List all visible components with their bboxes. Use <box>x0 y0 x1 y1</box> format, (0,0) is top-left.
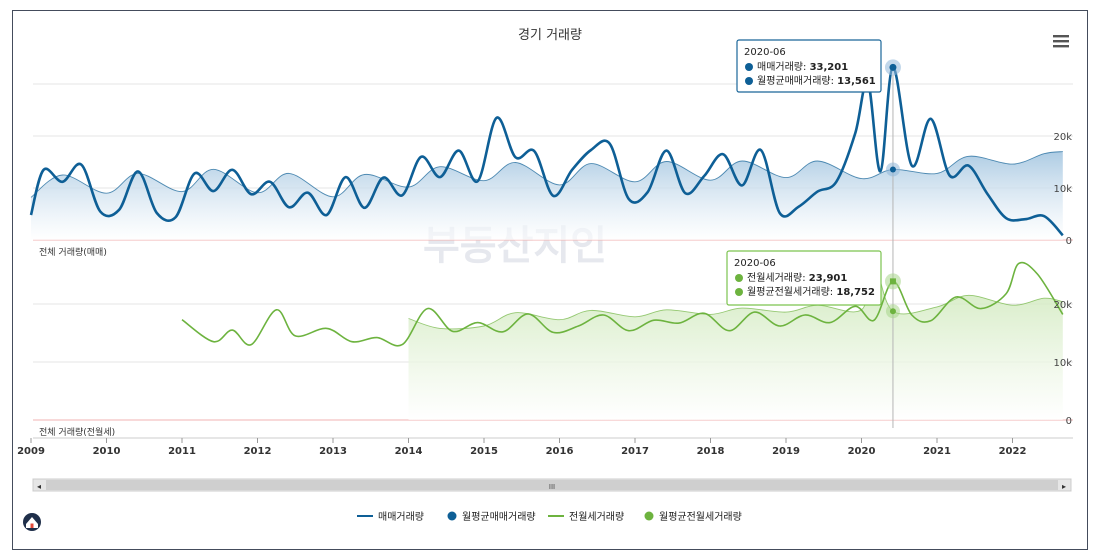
x-tick-label: 2014 <box>395 446 423 457</box>
svg-text:전월세거래량: 23,901: 전월세거래량: 23,901 <box>747 272 847 284</box>
y-tick-label-bottom: 10k <box>1053 358 1072 369</box>
sale-tooltip-value: 33,201 <box>810 62 849 73</box>
x-tick-label: 2020 <box>848 446 876 457</box>
x-tick-label: 2013 <box>319 446 347 457</box>
scrollbar-right-arrow[interactable]: ▸ <box>1062 482 1066 491</box>
sale-tooltip-date: 2020-06 <box>744 47 786 58</box>
sale-panel-label: 전체 거래량(매매) <box>39 246 107 258</box>
rent-tooltip-date: 2020-06 <box>734 258 776 269</box>
sale-avg-tooltip-value: 13,561 <box>837 76 876 87</box>
y-tick-label-top: 10k <box>1053 184 1072 195</box>
rent-tooltip-value: 23,901 <box>809 273 848 284</box>
sale-avg-hover-marker <box>889 166 896 173</box>
rent-avg-tooltip-label: 월평균전월세거래량: <box>747 286 836 298</box>
y-tick-label-bottom: 0 <box>1066 416 1072 427</box>
legend-item-label[interactable]: 월평균매매거래량 <box>462 511 536 523</box>
scrollbar-left-arrow[interactable]: ◂ <box>37 482 41 491</box>
rent-tooltip: 2020-06 전월세거래량: 23,901 월평균전월세거래량: 18,752 <box>726 250 882 306</box>
rent-panel <box>181 261 1064 420</box>
x-tick-label: 2018 <box>697 446 725 457</box>
home-logo-icon[interactable] <box>23 513 41 531</box>
rent-avg-tooltip-value: 18,752 <box>836 287 875 298</box>
rent-hover-marker <box>889 278 896 285</box>
legend-item-label[interactable]: 전월세거래량 <box>569 511 624 523</box>
y-tick-label-top: 0 <box>1066 236 1072 247</box>
legend-dot-icon[interactable] <box>447 511 457 521</box>
legend-dot-icon[interactable] <box>644 511 654 521</box>
legend-item-label[interactable]: 월평균전월세거래량 <box>659 511 742 523</box>
x-axis: 2009 2010 2011 2012 2013 2014 2015 2016 2017 2018… <box>17 438 1026 457</box>
chart-title: 경기 거래량 <box>518 28 582 43</box>
sale-avg-tooltip-label: 월평균매매거래량: <box>757 75 837 87</box>
rent-tooltip-dot <box>735 274 743 282</box>
x-tick-label: 2022 <box>999 446 1027 457</box>
rent-avg-line <box>408 264 1063 330</box>
x-tick-label: 2009 <box>17 446 45 457</box>
x-tick-label: 2015 <box>470 446 498 457</box>
x-tick-label: 2019 <box>772 446 800 457</box>
x-tick-label: 2012 <box>244 446 272 457</box>
x-tick-label: 2016 <box>546 446 574 457</box>
x-tick-label: 2011 <box>168 446 196 457</box>
x-tick-label: 2021 <box>923 446 951 457</box>
scrollbar-thumb[interactable] <box>46 480 1058 490</box>
legend: 매매거래량 월평균매매거래량 전월세거래량 월평균전월세거래량 <box>357 511 742 523</box>
y-tick-label-bottom: 20k <box>1053 300 1072 311</box>
y-tick-label-top: 20k <box>1053 132 1072 143</box>
sale-avg-line <box>30 151 1063 198</box>
rent-avg-tooltip-dot <box>735 288 743 296</box>
sale-tooltip-dot <box>745 63 753 71</box>
rent-avg-hover-marker <box>889 308 896 315</box>
svg-text:월평균전월세거래량: 18,752: 월평균전월세거래량: 18,752 <box>747 286 875 298</box>
hamburger-menu-icon[interactable] <box>1053 35 1069 48</box>
x-tick-label: 2017 <box>621 446 649 457</box>
sale-avg-tooltip-dot <box>745 77 753 85</box>
rent-panel-label: 전체 거래량(전월세) <box>39 426 115 438</box>
rent-tooltip-label: 전월세거래량: <box>747 272 809 284</box>
legend-item-label[interactable]: 매매거래량 <box>378 511 424 523</box>
rent-avg-area <box>408 264 1063 420</box>
chart-svg: 부동산지인 경기 거래량 전체 거래량(매매) 전체 거래량(전월세) 010k… <box>17 28 1073 531</box>
rent-line <box>181 261 1064 347</box>
sale-tooltip-label: 매매거래량: <box>757 61 810 73</box>
sale-tooltip: 2020-06 매매거래량: 33,201 월평균매매거래량: 13,561 <box>736 39 882 93</box>
sale-panel <box>29 66 1064 240</box>
range-scrollbar[interactable]: ◂ ▸ III <box>32 478 1072 492</box>
svg-text:월평균매매거래량: 13,561: 월평균매매거래량: 13,561 <box>757 75 876 87</box>
scrollbar-grip[interactable]: III <box>549 483 555 491</box>
sale-hover-marker <box>889 63 897 71</box>
chart-frame: 부동산지인 경기 거래량 전체 거래량(매매) 전체 거래량(전월세) 0 10k… <box>12 10 1088 550</box>
svg-text:매매거래량: 33,201: 매매거래량: 33,201 <box>757 61 848 73</box>
x-tick-label: 2010 <box>93 446 121 457</box>
